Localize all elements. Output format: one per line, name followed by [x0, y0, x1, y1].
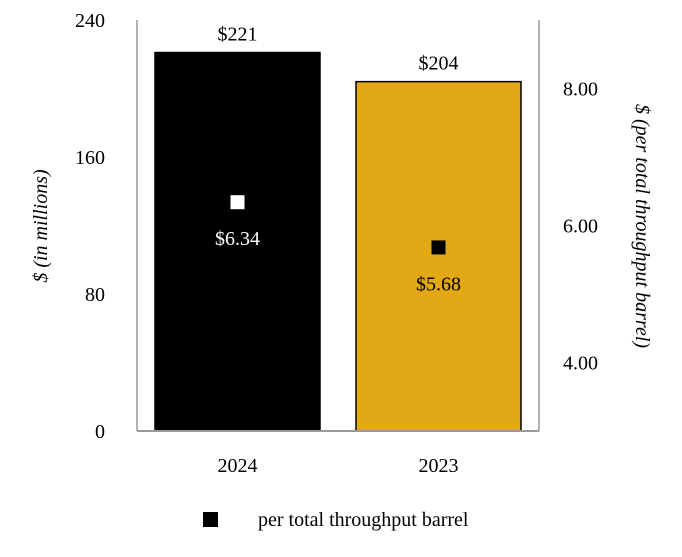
y-tick-label: 240	[75, 10, 105, 32]
legend-marker	[203, 512, 218, 527]
bar-2024	[154, 51, 321, 432]
bar-2023	[355, 80, 522, 432]
marker-data-label: $5.68	[416, 273, 461, 295]
y2-axis-label: $ (per total throughput barrel)	[631, 104, 653, 348]
y-tick-label: 160	[75, 147, 105, 169]
y-tick-label: 80	[85, 284, 105, 306]
x-tick-label: 2024	[218, 455, 258, 477]
y2-tick-label: 6.00	[563, 216, 598, 238]
y2-tick-label: 8.00	[563, 79, 598, 101]
x-tick-label: 2023	[419, 455, 459, 477]
marker-2023	[431, 240, 446, 255]
bar-data-label: $221	[218, 24, 258, 46]
y-axis-label: $ (in millions)	[30, 169, 52, 283]
legend-label: per total throughput barrel	[258, 509, 469, 531]
y2-tick-label: 4.00	[563, 353, 598, 375]
bar-data-label: $204	[419, 53, 459, 75]
marker-data-label: $6.34	[215, 228, 260, 250]
y-tick-label: 0	[95, 421, 105, 443]
marker-2024	[230, 195, 245, 210]
legend: per total throughput barrel	[203, 509, 469, 531]
